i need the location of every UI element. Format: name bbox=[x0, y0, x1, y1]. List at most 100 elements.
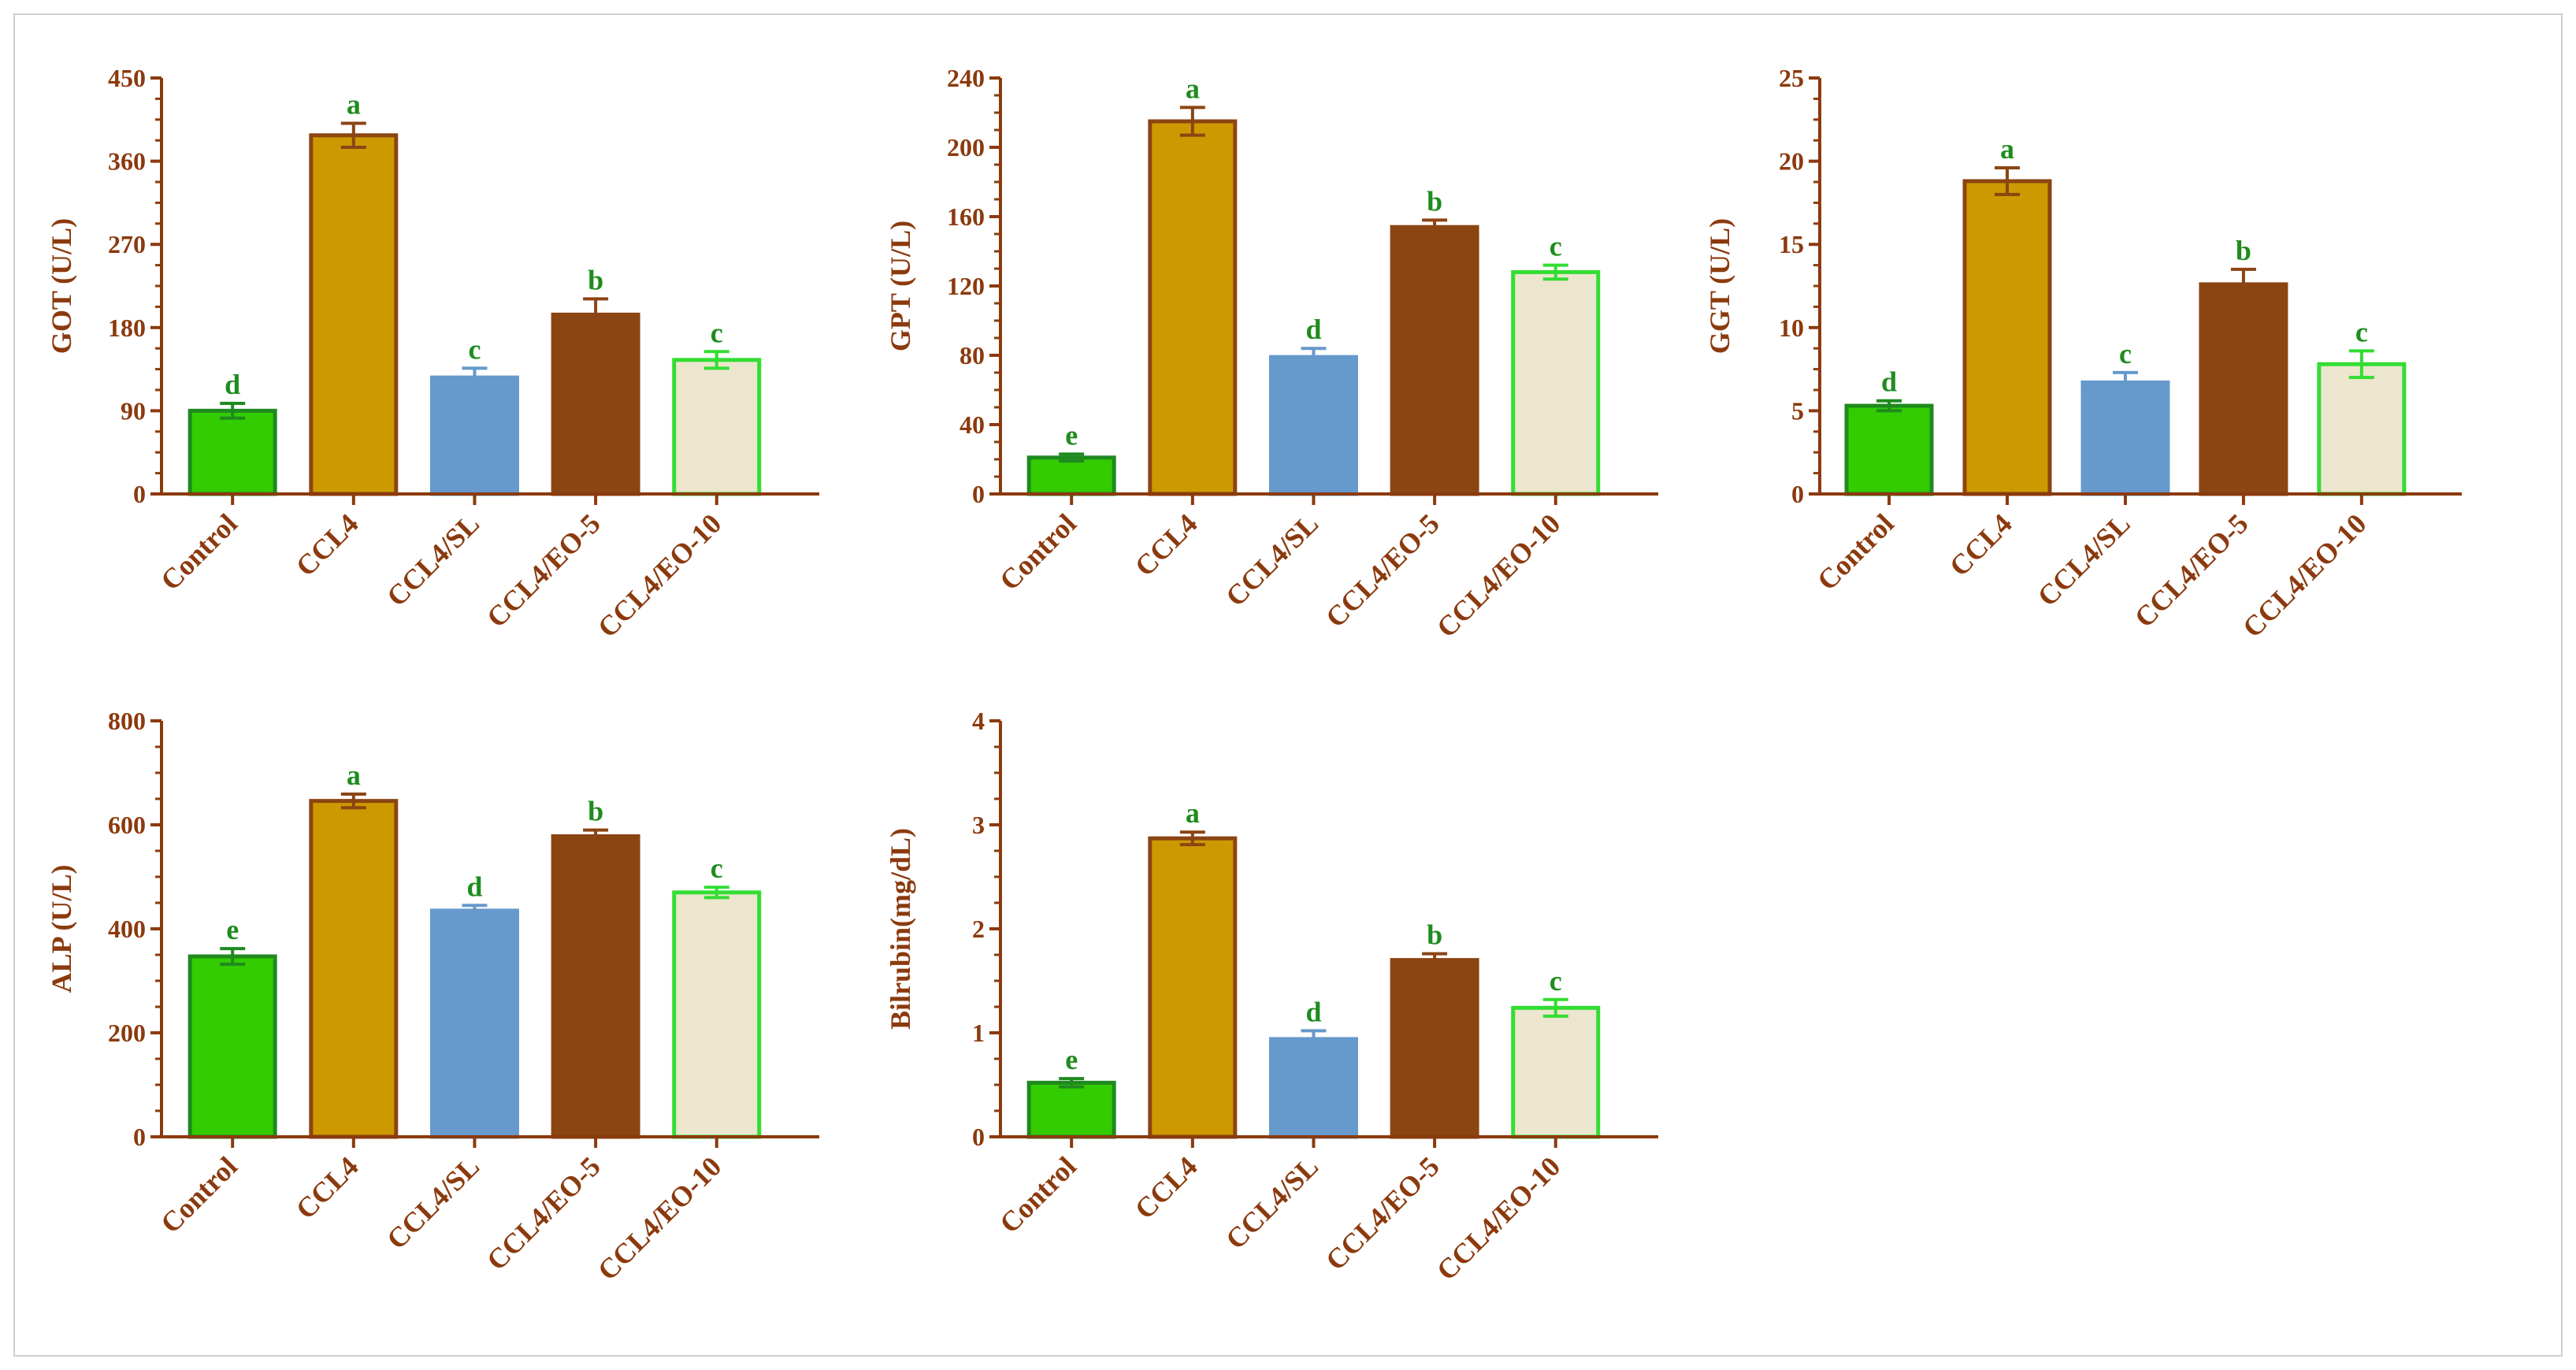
bar-ccl4-eo-10 bbox=[2317, 362, 2407, 496]
x-tick-label: CCL4/EO-5 bbox=[1320, 1150, 1446, 1276]
x-tick-label: CCL4/EO-5 bbox=[1320, 507, 1446, 633]
y-axis-label: GOT (U/L) bbox=[46, 218, 77, 354]
y-tick-label: 15 bbox=[1779, 230, 1804, 258]
x-tick-label: CCL4 bbox=[1129, 1150, 1204, 1225]
significance-letter: d bbox=[1305, 314, 1321, 345]
chart-panel-2: 0 40 80 120 160 200 240 GPT (U/L) e Control a CCL4 d… bbox=[885, 64, 1658, 644]
x-tick-label: CCL4/EO-10 bbox=[1431, 1150, 1567, 1286]
y-tick-label: 20 bbox=[1779, 147, 1804, 176]
bar-ccl4 bbox=[1962, 179, 2052, 496]
y-tick-label: 160 bbox=[947, 202, 985, 231]
x-tick-label: CCL4/EO-10 bbox=[592, 507, 728, 644]
y-tick-label: 360 bbox=[108, 147, 146, 176]
y-tick-label: 270 bbox=[108, 230, 146, 258]
x-tick-label: Control bbox=[1811, 507, 1900, 596]
x-tick-label: CCL4/EO-5 bbox=[481, 1150, 607, 1276]
y-tick-label: 0 bbox=[972, 1123, 985, 1151]
bar-ccl4-sl bbox=[429, 375, 519, 496]
y-tick-label: 2 bbox=[972, 915, 985, 943]
significance-letter: d bbox=[466, 871, 482, 902]
bar-control bbox=[187, 408, 277, 496]
significance-letter: b bbox=[1427, 185, 1442, 217]
y-tick-label: 200 bbox=[947, 133, 985, 162]
chart-panel-3: 0 5 10 15 20 25 GGT (U/L) d Control a CCL4 c CCL4/SL… bbox=[1704, 64, 2462, 644]
y-tick-label: 10 bbox=[1779, 314, 1804, 342]
y-tick-label: 3 bbox=[972, 811, 985, 839]
bar-ccl4-eo-5 bbox=[551, 834, 640, 1139]
bar-ccl4-eo-5 bbox=[551, 312, 640, 496]
bar-ccl4-eo-5 bbox=[2199, 282, 2288, 496]
y-tick-label: 1 bbox=[972, 1019, 985, 1047]
bar-ccl4 bbox=[309, 133, 399, 496]
bar-ccl4 bbox=[1148, 836, 1238, 1139]
y-tick-label: 40 bbox=[960, 410, 985, 439]
x-tick-label: Control bbox=[993, 507, 1082, 596]
significance-letter: c bbox=[2119, 338, 2132, 369]
bar-control bbox=[1844, 403, 1934, 496]
y-tick-label: 450 bbox=[108, 64, 146, 92]
bar-ccl4 bbox=[1148, 119, 1238, 496]
chart-panel-4: 0 200 400 600 800 ALP (U/L) e Control a CCL4 d CCL4… bbox=[46, 707, 819, 1286]
y-tick-label: 25 bbox=[1779, 64, 1804, 92]
x-tick-label: CCL4 bbox=[290, 507, 365, 582]
bar-control bbox=[1026, 455, 1116, 496]
bar-ccl4-eo-10 bbox=[1511, 1005, 1601, 1139]
x-tick-label: CCL4/EO-5 bbox=[481, 507, 607, 633]
significance-letter: e bbox=[1065, 1044, 1078, 1075]
bar-ccl4-eo-5 bbox=[1390, 958, 1479, 1139]
significance-letter: a bbox=[347, 759, 361, 791]
y-tick-label: 5 bbox=[1791, 396, 1804, 425]
x-tick-label: CCL4/EO-10 bbox=[1431, 507, 1567, 644]
bar-ccl4-sl bbox=[2080, 380, 2170, 496]
bar-control bbox=[1026, 1080, 1116, 1139]
significance-letter: a bbox=[1186, 72, 1200, 104]
x-tick-label: CCL4/EO-10 bbox=[2236, 507, 2373, 644]
bar-ccl4-eo-10 bbox=[672, 358, 762, 496]
y-tick-label: 80 bbox=[960, 341, 985, 369]
y-axis-label: Bilrubin(mg/dL) bbox=[885, 828, 916, 1030]
bar-ccl4-eo-10 bbox=[1511, 269, 1601, 496]
y-axis-label: GGT (U/L) bbox=[1704, 218, 1735, 354]
bar-ccl4 bbox=[309, 799, 399, 1139]
significance-letter: c bbox=[1550, 965, 1562, 997]
significance-letter: a bbox=[1186, 797, 1200, 829]
x-tick-label: CCL4/EO-5 bbox=[2129, 507, 2255, 633]
x-tick-label: CCL4/SL bbox=[380, 507, 485, 612]
y-tick-label: 120 bbox=[947, 272, 985, 300]
y-tick-label: 0 bbox=[972, 480, 985, 508]
x-tick-label: CCL4/SL bbox=[1219, 1150, 1324, 1255]
bar-control bbox=[187, 954, 277, 1139]
y-axis-label: ALP (U/L) bbox=[46, 864, 77, 993]
significance-letter: b bbox=[588, 796, 603, 827]
y-tick-label: 400 bbox=[108, 915, 146, 943]
significance-letter: b bbox=[588, 264, 603, 295]
significance-letter: c bbox=[468, 333, 481, 365]
x-tick-label: CCL4/SL bbox=[380, 1150, 485, 1255]
y-tick-label: 240 bbox=[947, 64, 985, 92]
x-tick-label: CCL4 bbox=[290, 1150, 365, 1225]
significance-letter: d bbox=[1881, 366, 1897, 398]
y-tick-label: 180 bbox=[108, 314, 146, 342]
y-tick-label: 0 bbox=[1791, 480, 1804, 508]
y-axis-label: GPT (U/L) bbox=[885, 221, 916, 351]
significance-letter: c bbox=[711, 852, 723, 884]
bar-ccl4-sl bbox=[1268, 1037, 1358, 1139]
x-tick-label: CCL4/SL bbox=[1219, 507, 1324, 612]
x-tick-label: Control bbox=[993, 1150, 1082, 1239]
x-tick-label: CCL4 bbox=[1943, 507, 2018, 582]
y-tick-label: 600 bbox=[108, 811, 146, 839]
significance-letter: d bbox=[225, 369, 240, 400]
significance-letter: c bbox=[1550, 231, 1562, 262]
y-tick-label: 0 bbox=[133, 480, 146, 508]
y-tick-label: 0 bbox=[133, 1123, 146, 1151]
significance-letter: c bbox=[2355, 316, 2368, 347]
figure-frame bbox=[13, 13, 2563, 1357]
x-tick-label: Control bbox=[154, 507, 243, 596]
x-tick-label: CCL4/SL bbox=[2032, 507, 2136, 612]
bar-ccl4-sl bbox=[429, 908, 519, 1139]
significance-letter: a bbox=[347, 88, 361, 120]
significance-letter: e bbox=[1065, 419, 1078, 451]
bar-ccl4-sl bbox=[1268, 355, 1358, 496]
x-tick-label: CCL4/EO-10 bbox=[592, 1150, 728, 1286]
